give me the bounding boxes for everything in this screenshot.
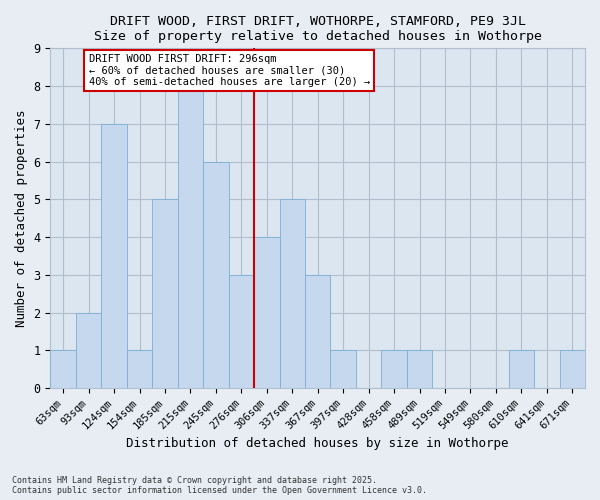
Bar [127,350,152,388]
Bar [203,162,229,388]
Bar [101,124,127,388]
Bar [229,275,254,388]
Bar [407,350,432,388]
Text: Contains HM Land Registry data © Crown copyright and database right 2025.
Contai: Contains HM Land Registry data © Crown c… [12,476,427,495]
Bar [280,200,305,388]
X-axis label: Distribution of detached houses by size in Wothorpe: Distribution of detached houses by size … [127,437,509,450]
Bar [178,86,203,388]
Bar [50,350,76,388]
Bar [254,237,280,388]
Bar [152,200,178,388]
Bar [331,350,356,388]
Bar [305,275,331,388]
Bar [560,350,585,388]
Title: DRIFT WOOD, FIRST DRIFT, WOTHORPE, STAMFORD, PE9 3JL
Size of property relative t: DRIFT WOOD, FIRST DRIFT, WOTHORPE, STAMF… [94,15,542,43]
Bar [509,350,534,388]
Y-axis label: Number of detached properties: Number of detached properties [15,110,28,327]
Bar [382,350,407,388]
Bar [76,312,101,388]
Text: DRIFT WOOD FIRST DRIFT: 296sqm
← 60% of detached houses are smaller (30)
40% of : DRIFT WOOD FIRST DRIFT: 296sqm ← 60% of … [89,54,370,87]
